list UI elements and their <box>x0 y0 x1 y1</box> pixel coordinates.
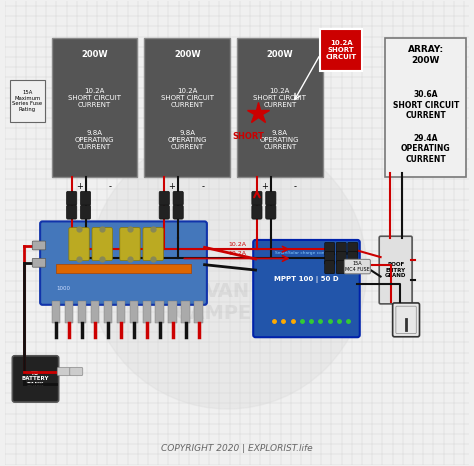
Text: 15A
Maximum
Series Fuse
Rating: 15A Maximum Series Fuse Rating <box>12 90 43 112</box>
FancyBboxPatch shape <box>336 261 346 274</box>
FancyBboxPatch shape <box>325 261 335 274</box>
FancyBboxPatch shape <box>117 301 125 323</box>
Text: 9.8A
OPERATING
CURRENT: 9.8A OPERATING CURRENT <box>75 130 114 150</box>
FancyBboxPatch shape <box>252 192 262 205</box>
Text: 15A
MC4 FUSE: 15A MC4 FUSE <box>345 261 370 272</box>
FancyBboxPatch shape <box>173 205 183 219</box>
Text: SmartSolar charge controller: SmartSolar charge controller <box>275 251 338 254</box>
Text: 30.6A
SHORT CIRCUIT
CURRENT: 30.6A SHORT CIRCUIT CURRENT <box>392 90 459 120</box>
Text: 29.4A
OPERATING
CURRENT: 29.4A OPERATING CURRENT <box>401 134 451 164</box>
Text: ARRAY:
200W: ARRAY: 200W <box>408 45 444 65</box>
Text: 10.2A: 10.2A <box>228 251 246 256</box>
FancyBboxPatch shape <box>12 356 59 402</box>
Text: 200W: 200W <box>266 50 293 59</box>
FancyBboxPatch shape <box>385 39 466 178</box>
FancyBboxPatch shape <box>129 301 138 323</box>
FancyBboxPatch shape <box>64 301 73 323</box>
FancyBboxPatch shape <box>40 221 207 305</box>
FancyBboxPatch shape <box>81 192 91 205</box>
FancyBboxPatch shape <box>336 242 346 255</box>
FancyBboxPatch shape <box>173 192 183 205</box>
Text: TO
BATTERY
BANK: TO BATTERY BANK <box>22 370 49 387</box>
FancyBboxPatch shape <box>143 228 164 260</box>
FancyBboxPatch shape <box>325 252 335 265</box>
Text: 200W: 200W <box>174 50 201 59</box>
FancyBboxPatch shape <box>168 301 177 323</box>
Text: +: + <box>261 182 268 191</box>
FancyBboxPatch shape <box>336 252 346 265</box>
Circle shape <box>89 131 367 409</box>
Text: +: + <box>76 182 82 191</box>
FancyBboxPatch shape <box>120 228 140 260</box>
FancyBboxPatch shape <box>348 242 358 255</box>
FancyBboxPatch shape <box>194 301 203 323</box>
FancyBboxPatch shape <box>66 192 77 205</box>
FancyBboxPatch shape <box>32 241 46 250</box>
FancyBboxPatch shape <box>379 236 412 304</box>
FancyBboxPatch shape <box>348 261 358 274</box>
FancyBboxPatch shape <box>320 29 362 71</box>
Text: -: - <box>294 182 297 191</box>
FancyBboxPatch shape <box>32 258 46 267</box>
Text: MPPT 100 | 50 D: MPPT 100 | 50 D <box>274 276 339 283</box>
FancyBboxPatch shape <box>69 228 89 260</box>
Text: 10.2A
SHORT CIRCUIT
CURRENT: 10.2A SHORT CIRCUIT CURRENT <box>253 88 306 108</box>
Text: 9.8A
OPERATING
CURRENT: 9.8A OPERATING CURRENT <box>260 130 300 150</box>
FancyBboxPatch shape <box>345 260 370 274</box>
FancyBboxPatch shape <box>325 242 335 255</box>
FancyBboxPatch shape <box>253 240 360 337</box>
FancyBboxPatch shape <box>159 192 169 205</box>
FancyBboxPatch shape <box>348 252 358 265</box>
FancyBboxPatch shape <box>10 80 45 122</box>
FancyBboxPatch shape <box>57 367 70 376</box>
FancyBboxPatch shape <box>56 264 191 273</box>
FancyBboxPatch shape <box>91 301 99 323</box>
FancyBboxPatch shape <box>182 301 190 323</box>
FancyBboxPatch shape <box>266 205 276 219</box>
Text: -: - <box>109 182 111 191</box>
Text: 9.8A
OPERATING
CURRENT: 9.8A OPERATING CURRENT <box>167 130 207 150</box>
Text: 10.2A
SHORT CIRCUIT
CURRENT: 10.2A SHORT CIRCUIT CURRENT <box>161 88 214 108</box>
FancyBboxPatch shape <box>66 205 77 219</box>
FancyBboxPatch shape <box>104 301 112 323</box>
FancyBboxPatch shape <box>70 367 83 376</box>
FancyBboxPatch shape <box>78 301 86 323</box>
FancyBboxPatch shape <box>252 205 262 219</box>
Text: 10.2A: 10.2A <box>228 241 246 247</box>
FancyBboxPatch shape <box>81 205 91 219</box>
Text: 200W: 200W <box>81 50 108 59</box>
FancyBboxPatch shape <box>52 39 137 178</box>
FancyBboxPatch shape <box>143 301 151 323</box>
Text: 10.2A
SHORT CIRCUIT
CURRENT: 10.2A SHORT CIRCUIT CURRENT <box>68 88 121 108</box>
Text: COPYRIGHT 2020 | EXPLORIST.life: COPYRIGHT 2020 | EXPLORIST.life <box>161 444 313 453</box>
Text: +: + <box>168 182 175 191</box>
FancyBboxPatch shape <box>92 228 112 260</box>
Text: -: - <box>201 182 204 191</box>
Text: ROOF
ENTRY
GLAND: ROOF ENTRY GLAND <box>385 262 406 278</box>
FancyBboxPatch shape <box>266 192 276 205</box>
FancyBboxPatch shape <box>237 39 323 178</box>
Text: VAN
CAMPERS: VAN CAMPERS <box>175 282 280 323</box>
Text: 10.2A
SHORT
CIRCUIT: 10.2A SHORT CIRCUIT <box>326 40 357 60</box>
FancyBboxPatch shape <box>159 205 169 219</box>
Text: 1000: 1000 <box>56 286 70 291</box>
FancyBboxPatch shape <box>392 303 419 337</box>
FancyBboxPatch shape <box>145 39 230 178</box>
Text: SHORT: SHORT <box>233 132 264 141</box>
FancyBboxPatch shape <box>52 301 60 323</box>
FancyBboxPatch shape <box>155 301 164 323</box>
